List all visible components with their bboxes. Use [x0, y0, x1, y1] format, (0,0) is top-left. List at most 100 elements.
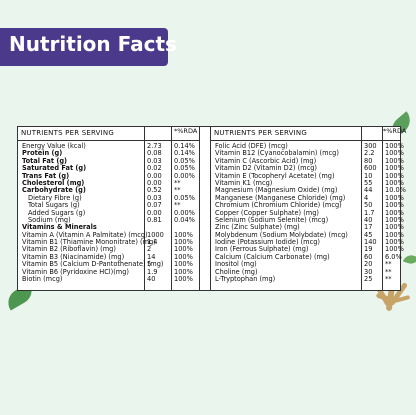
- nutrient-list: Energy Value (kcal) 2.73 0.14% Protein (g) 0…: [18, 142, 199, 283]
- nutrient-row: Vitamin E (Tocopheryl Acetate) (mg) 10 100…: [211, 171, 404, 180]
- nutrient-name: Iron (Ferrous Sulphate) (mg): [215, 245, 309, 254]
- column-header: NUTRIENTS PER SERVING *%RDA: [211, 127, 406, 141]
- nutrient-row: Vitamin B3 (Niacinamide) (mg) 14 100%: [18, 252, 199, 261]
- nutrient-row: Vitamin K1 (mcg) 55 100%: [211, 178, 404, 187]
- nutrient-row: Vitamin B5 (Calcium D-Pantothenate) (mg)…: [18, 260, 199, 268]
- nutrient-row: Trans Fat (g) 0.00 0.00%: [18, 171, 199, 180]
- nutrient-name: Trans Fat (g): [22, 171, 70, 180]
- nutrient-amount: 1.7: [364, 208, 375, 217]
- nutrient-rda: 0.05%: [174, 164, 195, 173]
- nutrient-rda: 0.00%: [174, 171, 195, 180]
- nutrient-name: Vitamin D2 (Vitamin D2) (mcg): [215, 164, 317, 173]
- nutrient-amount: 300: [364, 142, 377, 150]
- nutrient-amount: 44: [364, 186, 373, 195]
- nutrient-rda: 100%: [385, 193, 404, 202]
- nutrient-name: Protein (g): [22, 149, 63, 158]
- nutrient-rda: 100%: [385, 208, 404, 217]
- nutrient-row: Sodium (mg) 0.81 0.04%: [18, 215, 199, 224]
- nutrient-name: Total Sugars (g): [28, 201, 80, 210]
- nutrient-amount: 2.2: [364, 149, 375, 158]
- nutrient-name: Vitamin E (Tocopheryl Acetate) (mg): [215, 171, 335, 180]
- nutrient-name: Vitamin A (Vitamin A Palmitate) (mcg): [22, 230, 148, 239]
- nutrient-amount: 45: [364, 230, 373, 239]
- nutrient-row: Vitamin A (Vitamin A Palmitate) (mcg) 100…: [18, 230, 199, 239]
- nutrient-rda: **: [385, 267, 392, 276]
- nutrient-rda: 100%: [385, 223, 404, 232]
- nutrient-name: Cholesterol (mg): [22, 178, 85, 187]
- nutrient-rda: **: [174, 186, 181, 195]
- nutrient-row: Cholesterol (mg) 0.00 **: [18, 178, 199, 187]
- nutrient-row: Calcium (Calcium Carbonate) (mg) 60 6.0%: [211, 252, 402, 261]
- nutrient-rda: 100%: [385, 215, 404, 224]
- nutrient-name: Folic Acid (DFE) (mcg): [215, 142, 288, 150]
- nutrient-rda: 0.05%: [174, 193, 195, 202]
- nutrient-name: Inositol (mg): [215, 260, 257, 269]
- nutrient-rda: 100%: [174, 267, 193, 276]
- nutrient-amount: 140: [364, 238, 377, 247]
- nutrient-amount: 0.00: [147, 208, 162, 217]
- nutrient-rda: 100%: [174, 230, 193, 239]
- nutrient-name: Sodium (mg): [28, 215, 71, 224]
- nutrient-rda: 10.0%: [385, 186, 406, 195]
- nutrient-rda: **: [174, 178, 181, 187]
- nutrient-list: Folic Acid (DFE) (mcg) 300 100% Vitamin B12…: [211, 142, 406, 284]
- nutrient-row: Copper (Copper Sulphate) (mg) 1.7 100%: [211, 208, 404, 217]
- column-header-name: NUTRIENTS PER SERVING: [214, 129, 307, 137]
- nutrient-rda: 6.0%: [385, 252, 402, 261]
- nutrient-row: Protein (g) 0.08 0.14%: [18, 149, 199, 158]
- nutrient-row: Choline (mg) 30 **: [211, 267, 401, 276]
- nutrient-amount: 80: [364, 156, 373, 165]
- nutrient-amount: 0.03: [147, 193, 162, 202]
- nutrient-row: Saturated Fat (g) 0.02 0.05%: [18, 164, 199, 173]
- nutrient-name: Iodine (Potassium Iodide) (mcg): [215, 238, 320, 247]
- nutrient-rda: 0.14%: [174, 142, 195, 150]
- nutrient-name: Vitamin B3 (Niacinamide) (mg): [22, 252, 125, 261]
- nutrient-name: Vitamin K1 (mcg): [215, 178, 273, 187]
- nutrient-row: L-Tryptophan (mg) 25 **: [211, 275, 401, 284]
- nutrient-row: Molybdenum (Sodium Molybdate) (mcg) 45 100…: [211, 230, 404, 239]
- nutrient-row: Manganese (Manganese Chloride) (mg) 4 100%: [211, 193, 404, 202]
- nutrient-name: Manganese (Manganese Chloride) (mg): [215, 193, 346, 202]
- nutrient-row: Carbohydrate (g) 0.52 **: [18, 186, 199, 195]
- nutrient-name: Vitamin B6 (Pyridoxine HCl)(mg): [22, 267, 129, 276]
- nutrient-name: Selenium (Sodium Selenite) (mcg): [215, 215, 329, 224]
- nutrient-row: Dietary Fibre (g) 0.03 0.05%: [18, 193, 199, 202]
- nutrient-amount: 600: [364, 164, 377, 173]
- nutrient-row: Vitamins & Minerals: [18, 223, 199, 231]
- nutrient-row: Biotin (mcg) 40 100%: [18, 275, 199, 283]
- nutrient-amount: 19: [364, 245, 373, 254]
- nutrient-amount: 1000: [147, 230, 164, 239]
- nutrition-table: NUTRIENTS PER SERVING *%RDA Energy Value…: [17, 126, 406, 291]
- nutrient-rda: 100%: [174, 252, 193, 261]
- nutrient-name: Saturated Fat (g): [22, 164, 87, 173]
- nutrient-row: Inositol (mg) 20 **: [211, 260, 401, 269]
- nutrient-amount: 0.00: [147, 171, 162, 180]
- nutrient-name: L-Tryptophan (mg): [215, 275, 276, 284]
- nutrient-amount: 0.07: [147, 201, 162, 210]
- nutrient-amount: 14: [147, 252, 156, 261]
- nutrient-row: Selenium (Sodium Selenite) (mcg) 40 100%: [211, 215, 404, 224]
- nutrient-amount: 0.00: [147, 178, 162, 187]
- nutrient-name: Calcium (Calcium Carbonate) (mg): [215, 252, 330, 261]
- nutrient-row: Vitamin B12 (Cyanocobalamin) (mcg) 2.2 100…: [211, 149, 404, 158]
- nutrient-amount: 30: [364, 267, 373, 276]
- column-header: NUTRIENTS PER SERVING *%RDA: [18, 127, 199, 141]
- title-banner: Nutrition Facts: [0, 28, 177, 66]
- nutrient-rda: **: [385, 275, 392, 284]
- nutrient-name: Added Sugars (g): [28, 208, 86, 217]
- nutrient-rda: 0.05%: [174, 156, 195, 165]
- nutrient-rda: **: [385, 260, 392, 269]
- nutrient-row: Folic Acid (DFE) (mcg) 300 100%: [211, 142, 404, 150]
- nutrient-row: Total Fat (g) 0.03 0.05%: [18, 156, 199, 165]
- nutrient-row: Added Sugars (g) 0.00 0.00%: [18, 208, 199, 217]
- nutrient-rda: 0.14%: [174, 149, 195, 158]
- nutrient-amount: 55: [364, 178, 373, 187]
- nutrient-row: Vitamin B1 (Thiamine Mononitrate) (mg) 1.…: [18, 238, 199, 246]
- leaf-decoration-icon: [402, 252, 416, 267]
- nutrient-rda: 100%: [385, 178, 404, 187]
- nutrient-amount: 2.73: [147, 142, 162, 150]
- nutrient-row: Vitamin B2 (Riboflavin) (mg) 2 100%: [18, 246, 199, 254]
- nutrient-rda: 100%: [385, 230, 404, 239]
- nutrient-amount: 0.08: [147, 149, 162, 158]
- nutrient-name: Chromium (Chromium Chloride) (mcg): [215, 201, 342, 210]
